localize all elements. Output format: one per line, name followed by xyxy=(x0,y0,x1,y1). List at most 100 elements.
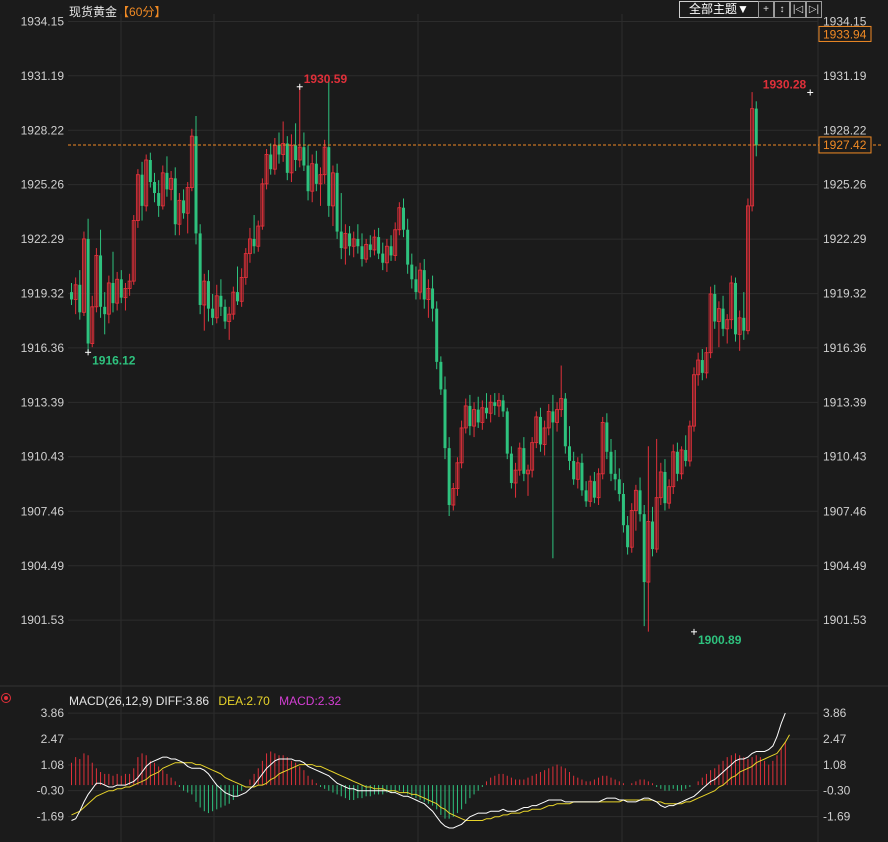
candle-body-up xyxy=(716,308,721,322)
extreme-price-label: 1900.89 xyxy=(698,633,742,647)
candle-body-up xyxy=(658,471,663,499)
candle-body-up xyxy=(185,187,190,214)
extreme-price-label: 1930.28 xyxy=(763,77,807,91)
candle-body-up xyxy=(256,225,261,247)
candle-body-down xyxy=(306,165,310,192)
candle-body-up xyxy=(135,174,140,222)
candle-body-up xyxy=(750,108,755,207)
y-tick-label-left: 1919.32 xyxy=(21,287,65,301)
macd-panel xyxy=(71,712,790,829)
candle-body-down xyxy=(663,471,667,504)
candle-body-up xyxy=(671,451,676,488)
candle-body-down xyxy=(406,229,410,265)
period-label[interactable]: 【60分】 xyxy=(117,5,167,19)
candle-body-down xyxy=(70,292,73,300)
candle-body-up xyxy=(297,146,302,161)
candle-body-down xyxy=(522,448,526,474)
candle-body-down xyxy=(335,172,339,232)
candle-body-down xyxy=(140,174,144,206)
dea-value: DEA:2.70 xyxy=(218,694,270,708)
candle-body-up xyxy=(530,442,535,471)
candle-body-down xyxy=(435,308,439,362)
candle-body-up xyxy=(692,374,696,427)
macd-tick-label-right: -0.30 xyxy=(823,784,851,798)
y-tick-label-left: 1907.46 xyxy=(21,504,65,518)
chart-title: 现货黄金【60分】 xyxy=(69,3,166,20)
candle-body-up xyxy=(455,462,460,489)
candle-body-down xyxy=(223,306,227,322)
crosshair-icon[interactable]: + xyxy=(758,1,774,18)
candle-body-up xyxy=(451,488,456,506)
candle-body-down xyxy=(111,282,115,304)
y-tick-label-left: 1910.43 xyxy=(21,450,65,464)
candle-body-down xyxy=(165,172,169,190)
candle-body-up xyxy=(90,306,95,344)
candle-body-down xyxy=(327,147,331,206)
candle-body-up xyxy=(343,232,348,249)
candle-body-up xyxy=(588,480,593,502)
y-tick-label-left: 1916.36 xyxy=(21,341,65,355)
macd-tick-label-left: -1.69 xyxy=(37,810,65,824)
candle-body-up xyxy=(480,407,485,423)
candle-body-down xyxy=(617,479,621,494)
candle-body-down xyxy=(501,400,505,412)
candle-body-up xyxy=(513,469,518,484)
indicator-settings-icon[interactable] xyxy=(1,693,11,703)
candle-body-up xyxy=(281,143,286,155)
current-price-label: 1927.42 xyxy=(823,138,867,152)
candle-body-down xyxy=(675,451,679,474)
y-tick-label-left: 1913.39 xyxy=(21,395,65,409)
theme-select-button[interactable]: 全部主题▼ xyxy=(679,1,759,18)
candle-body-down xyxy=(86,238,90,344)
y-tick-label-right: 1931.19 xyxy=(823,69,867,83)
candle-body-down xyxy=(476,409,480,423)
candle-body-up xyxy=(600,421,605,475)
y-tick-label-left: 1934.15 xyxy=(21,14,65,28)
zoom-icon[interactable]: ↕ xyxy=(774,1,790,18)
scroll-left-icon[interactable]: |◁ xyxy=(790,1,806,18)
candle-body-down xyxy=(505,411,509,454)
candle-body-down xyxy=(721,308,725,329)
candle-body-down xyxy=(605,422,609,452)
candle-body-down xyxy=(389,246,393,256)
candle-body-up xyxy=(351,238,356,247)
instrument-name: 现货黄金 xyxy=(69,5,118,19)
y-tick-label-left: 1901.53 xyxy=(21,613,65,627)
y-tick-label-left: 1928.22 xyxy=(21,123,65,137)
candle-body-down xyxy=(431,288,435,309)
diff-value: DIFF:3.86 xyxy=(155,694,210,708)
candle-body-down xyxy=(153,182,156,194)
y-tick-label-right: 1925.26 xyxy=(823,178,867,192)
candle-body-up xyxy=(131,220,136,282)
candle-body-up xyxy=(654,497,659,550)
candle-body-down xyxy=(713,293,717,322)
macd-tick-label-left: 2.47 xyxy=(41,732,65,746)
candle-body-down xyxy=(252,238,256,247)
candle-body-down xyxy=(638,490,642,515)
candle-body-down xyxy=(368,244,372,250)
candle-body-down xyxy=(377,237,381,254)
candle-body-up xyxy=(227,313,232,322)
y-tick-label-right: 1919.32 xyxy=(823,287,867,301)
candle-body-down xyxy=(103,306,107,315)
candle-body-down xyxy=(754,108,758,146)
candle-body-down xyxy=(592,481,596,498)
y-tick-label-right: 1901.53 xyxy=(823,613,867,627)
y-tick-label-right: 1928.22 xyxy=(823,123,867,137)
y-tick-label-left: 1925.26 xyxy=(21,178,65,192)
macd-legend: MACD(26,12,9) DIFF:3.86 DEA:2.70 MACD:2.… xyxy=(69,694,341,708)
candle-body-down xyxy=(173,178,177,225)
candle-body-up xyxy=(497,399,501,407)
candle-body-down xyxy=(551,411,555,423)
candle-body-down xyxy=(684,449,688,461)
candle-body-down xyxy=(78,284,82,313)
y-tick-label-left: 1904.49 xyxy=(21,559,65,573)
candle-body-down xyxy=(447,448,451,506)
scroll-right-icon[interactable]: ▷| xyxy=(806,1,822,18)
candle-body-up xyxy=(746,205,750,332)
candle-body-down xyxy=(410,264,414,280)
diff-line xyxy=(71,712,786,829)
price-candles[interactable] xyxy=(70,79,758,632)
y-tick-label-right: 1907.46 xyxy=(823,504,867,518)
